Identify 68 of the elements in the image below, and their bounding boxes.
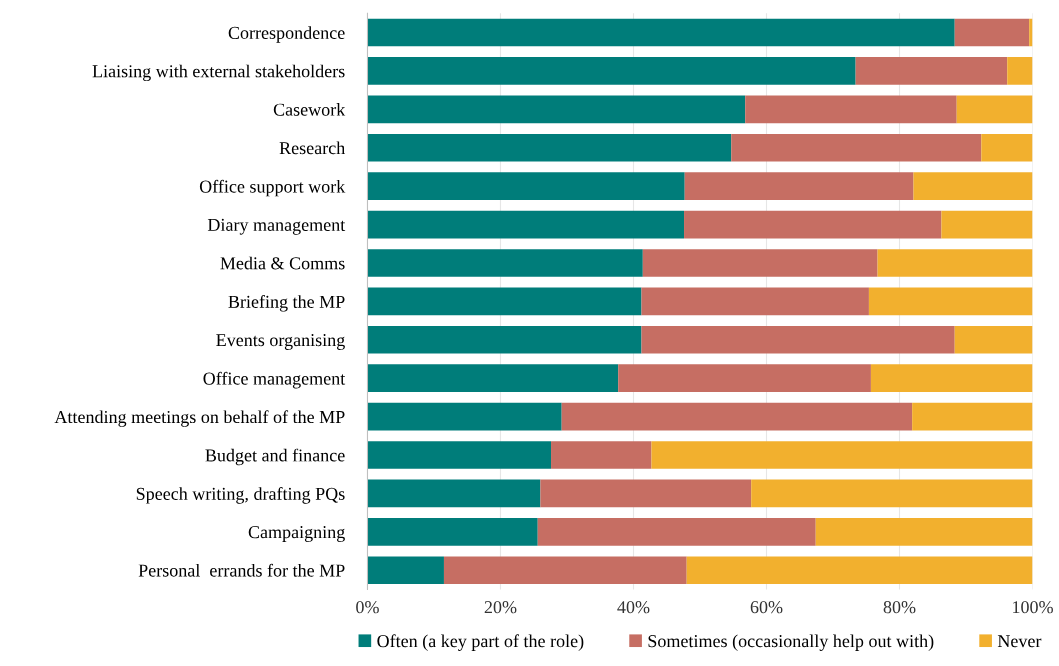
y-tick-label: Office management (203, 371, 346, 389)
bar (877, 249, 1033, 277)
bar (367, 57, 856, 85)
x-tick-label: 80% (883, 601, 916, 614)
y-tick-label: Liaising with external stakeholders (92, 64, 345, 82)
bar (367, 441, 552, 469)
bar (561, 402, 913, 431)
y-tick-label: Correspondence (228, 26, 345, 43)
bar (855, 57, 1008, 85)
bar (686, 556, 1033, 585)
bar (651, 441, 1033, 469)
y-tick-label: Attending meetings on behalf of the MP (54, 410, 345, 427)
bar (956, 95, 1033, 124)
y-tick-label: Media & Comms (220, 256, 345, 270)
bar (367, 172, 685, 200)
bar (367, 556, 444, 585)
bar (367, 325, 642, 354)
bar (367, 479, 541, 508)
bar (941, 210, 1033, 239)
bar (367, 210, 685, 239)
bar (684, 210, 942, 239)
bar (367, 287, 642, 316)
bar (367, 133, 732, 162)
bar (751, 479, 1033, 508)
y-tick-label: Campaigning (248, 526, 345, 542)
bar (642, 249, 878, 277)
bar (954, 325, 1033, 354)
y-tick-label: Personal errands for the MP (138, 563, 345, 577)
x-tick-label: 0% (356, 601, 379, 614)
bar (641, 287, 869, 316)
y-tick-label: Diary management (207, 218, 346, 235)
bar (731, 133, 982, 162)
bar (367, 517, 538, 546)
legend-label: Sometimes (occasionally help out with) (648, 634, 934, 651)
bar (954, 18, 1030, 47)
bar (367, 249, 643, 277)
x-tick-label: 20% (484, 601, 517, 614)
legend-label: Never (997, 635, 1042, 648)
bar (367, 402, 562, 431)
bar (1007, 57, 1033, 85)
y-tick-label: Speech writing, drafting PQs (136, 487, 345, 504)
bar (618, 364, 871, 392)
x-tick-label: 100% (1013, 601, 1053, 614)
y-tick-label: Events organising (216, 334, 345, 350)
x-tick-label: 40% (617, 601, 650, 614)
bar (912, 402, 1033, 431)
bar (684, 172, 914, 200)
bar (551, 441, 652, 469)
bar (815, 517, 1033, 546)
bar (641, 325, 955, 354)
bar (745, 95, 957, 124)
bar (913, 172, 1033, 200)
y-tick-label: Briefing the MP (228, 295, 345, 312)
x-tick-label: 60% (750, 601, 783, 614)
legend-label: Often (a key part of the role) (377, 634, 584, 651)
bar (367, 95, 746, 124)
bar (868, 287, 1033, 316)
bar (367, 364, 619, 392)
y-tick-label: Research (279, 141, 346, 155)
y-tick-label: Casework (273, 103, 346, 116)
y-tick-label: Office support work (199, 179, 346, 197)
bar (443, 556, 687, 585)
bar (367, 18, 955, 47)
bar (870, 364, 1033, 392)
bar (981, 133, 1033, 162)
y-tick-label: Budget and finance (205, 448, 345, 466)
bar (540, 479, 752, 508)
bar (537, 517, 816, 546)
